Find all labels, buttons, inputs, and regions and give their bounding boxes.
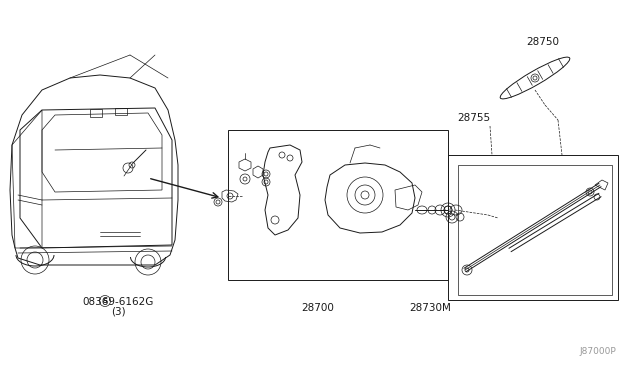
Text: 08369-6162G: 08369-6162G [83, 297, 154, 307]
Text: 28700: 28700 [301, 303, 335, 313]
Text: (3): (3) [111, 307, 125, 317]
Bar [228, 130, 448, 280]
Text: J87000P: J87000P [580, 347, 616, 356]
Text: 28730M: 28730M [409, 303, 451, 313]
Bar [115, 108, 127, 115]
Bar [448, 155, 618, 300]
Text: 28755: 28755 [458, 113, 491, 123]
Text: 28750: 28750 [527, 37, 559, 47]
Bar [90, 109, 102, 117]
Text: S: S [102, 298, 108, 304]
